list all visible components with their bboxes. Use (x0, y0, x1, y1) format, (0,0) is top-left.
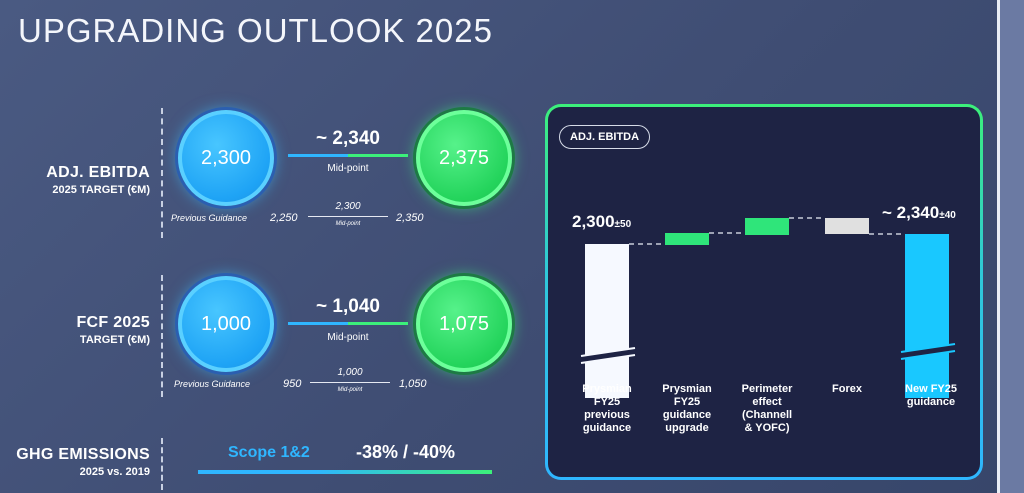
fcf-prev-mid: 1,000 (337, 367, 363, 378)
cat4-line1: New FY25 (905, 383, 957, 395)
start-value: 2,300 (572, 212, 615, 231)
separator-ghg (161, 438, 163, 490)
ebitda-prev-mid: 2,300 (335, 201, 361, 212)
fcf-previous-value: 1,000 (200, 312, 252, 335)
end-value: ~ 2,340 (882, 203, 940, 222)
ebitda-label: ADJ. EBITDA (46, 164, 150, 181)
ghg-label: GHG EMISSIONS (16, 446, 150, 463)
cat0-line4: guidance (582, 422, 632, 434)
end-range: ±40 (939, 210, 956, 221)
bar-new-break-line-top (900, 343, 956, 353)
fcf-label: FCF 2025 (76, 314, 150, 331)
ghg-label-block: GHG EMISSIONS 2025 vs. 2019 (0, 446, 150, 478)
cat1-line1: Prysmian (662, 383, 712, 395)
ghg-scope-value: -38% / -40% (356, 442, 456, 462)
category-forex: Forex (810, 383, 884, 396)
cat0-line1: Prysmian (582, 383, 632, 395)
start-value-label: 2,300±50 (572, 212, 631, 232)
ebitda-previous-value: 2,300 (200, 146, 252, 169)
ebitda-previous-guidance-label: Previous Guidance (171, 213, 248, 223)
ebitda-prev-low: 2,250 (270, 212, 298, 224)
cat1-line3: guidance (662, 409, 712, 421)
category-guidance-upgrade: Prysmian FY25 guidance upgrade (650, 383, 724, 435)
fcf-midpoint-bar (288, 322, 408, 325)
chart-pill: ADJ. EBITDA (559, 125, 651, 149)
fcf-previous-guidance-label: Previous Guidance (174, 379, 251, 389)
ebitda-new-circle: 2,375 (416, 110, 512, 206)
fcf-prev-high: 1,050 (399, 378, 427, 390)
bar-new-break (901, 344, 955, 359)
bar-previous-break (581, 348, 635, 363)
category-perimeter-effect: Perimeter effect (Channell & YOFC) (730, 383, 804, 435)
cat2-line1: Perimeter (741, 383, 793, 395)
fcf-new-value: 1,075 (438, 312, 490, 335)
cat0-line3: previous (584, 409, 630, 421)
ebitda-new-value: 2,375 (438, 146, 490, 169)
fcf-prev-mid-label: Mid-point (337, 387, 363, 393)
ebitda-midpoint-label: Mid-point (327, 163, 369, 174)
cat3-line1: Forex (832, 383, 862, 395)
fcf-prev-low: 950 (283, 378, 302, 390)
ebitda-midpoint-bar (288, 154, 408, 157)
end-value-label: ~ 2,340±40 (882, 203, 956, 223)
bar-guidance-upgrade (665, 233, 709, 245)
ebitda-label-block: ADJ. EBITDA 2025 TARGET (€M) (0, 164, 150, 196)
bar-previous-break-line-bottom (580, 354, 636, 364)
ghg-sublabel: 2025 vs. 2019 (79, 466, 150, 478)
bar-forex (825, 218, 869, 234)
cat1-line2: FY25 (673, 396, 701, 408)
bar-new-guidance (905, 234, 949, 398)
category-new-guidance: New FY25 guidance (893, 383, 969, 409)
fcf-prev-line (310, 382, 390, 383)
cat2-line4: & YOFC) (744, 422, 790, 434)
fcf-new-circle: 1,075 (416, 276, 512, 372)
cat4-line2: guidance (906, 396, 956, 408)
ebitda-sublabel: 2025 TARGET (€M) (52, 184, 150, 196)
cat2-line3: (Channell (741, 409, 793, 421)
bar-previous-guidance (585, 244, 629, 398)
ebitda-previous-circle: 2,300 (178, 110, 274, 206)
separator-fcf (161, 275, 163, 397)
category-previous-guidance: Prysmian FY25 previous guidance (570, 383, 644, 435)
ebitda-bridge-chart (580, 217, 956, 398)
start-range: ±50 (614, 219, 632, 230)
bar-previous-break-line-top (580, 347, 636, 357)
cat1-line4: upgrade (665, 422, 709, 434)
ghg-scope-label: Scope 1&2 (228, 444, 310, 461)
bar-perimeter-effect (745, 218, 789, 235)
fcf-label-block: FCF 2025 TARGET (€M) (0, 314, 150, 346)
cat0-line2: FY25 (593, 396, 621, 408)
right-edge-strip (1000, 0, 1024, 493)
fcf-sublabel: TARGET (€M) (79, 334, 150, 346)
page-title: UPGRADING OUTLOOK 2025 (18, 12, 493, 49)
cat2-line2: effect (752, 396, 782, 408)
right-edge-line (997, 0, 1000, 493)
ebitda-prev-line (308, 216, 388, 217)
fcf-midpoint-value: ~ 1,040 (316, 296, 380, 317)
bar-new-break-line-bottom (900, 350, 956, 360)
ebitda-prev-mid-label: Mid-point (335, 221, 361, 227)
fcf-previous-circle: 1,000 (178, 276, 274, 372)
separator-ebitda (161, 108, 163, 238)
fcf-midpoint-label: Mid-point (327, 332, 369, 343)
ghg-scope-bar (198, 470, 492, 474)
ebitda-midpoint-value: ~ 2,340 (316, 128, 380, 149)
ebitda-prev-high: 2,350 (396, 212, 424, 224)
